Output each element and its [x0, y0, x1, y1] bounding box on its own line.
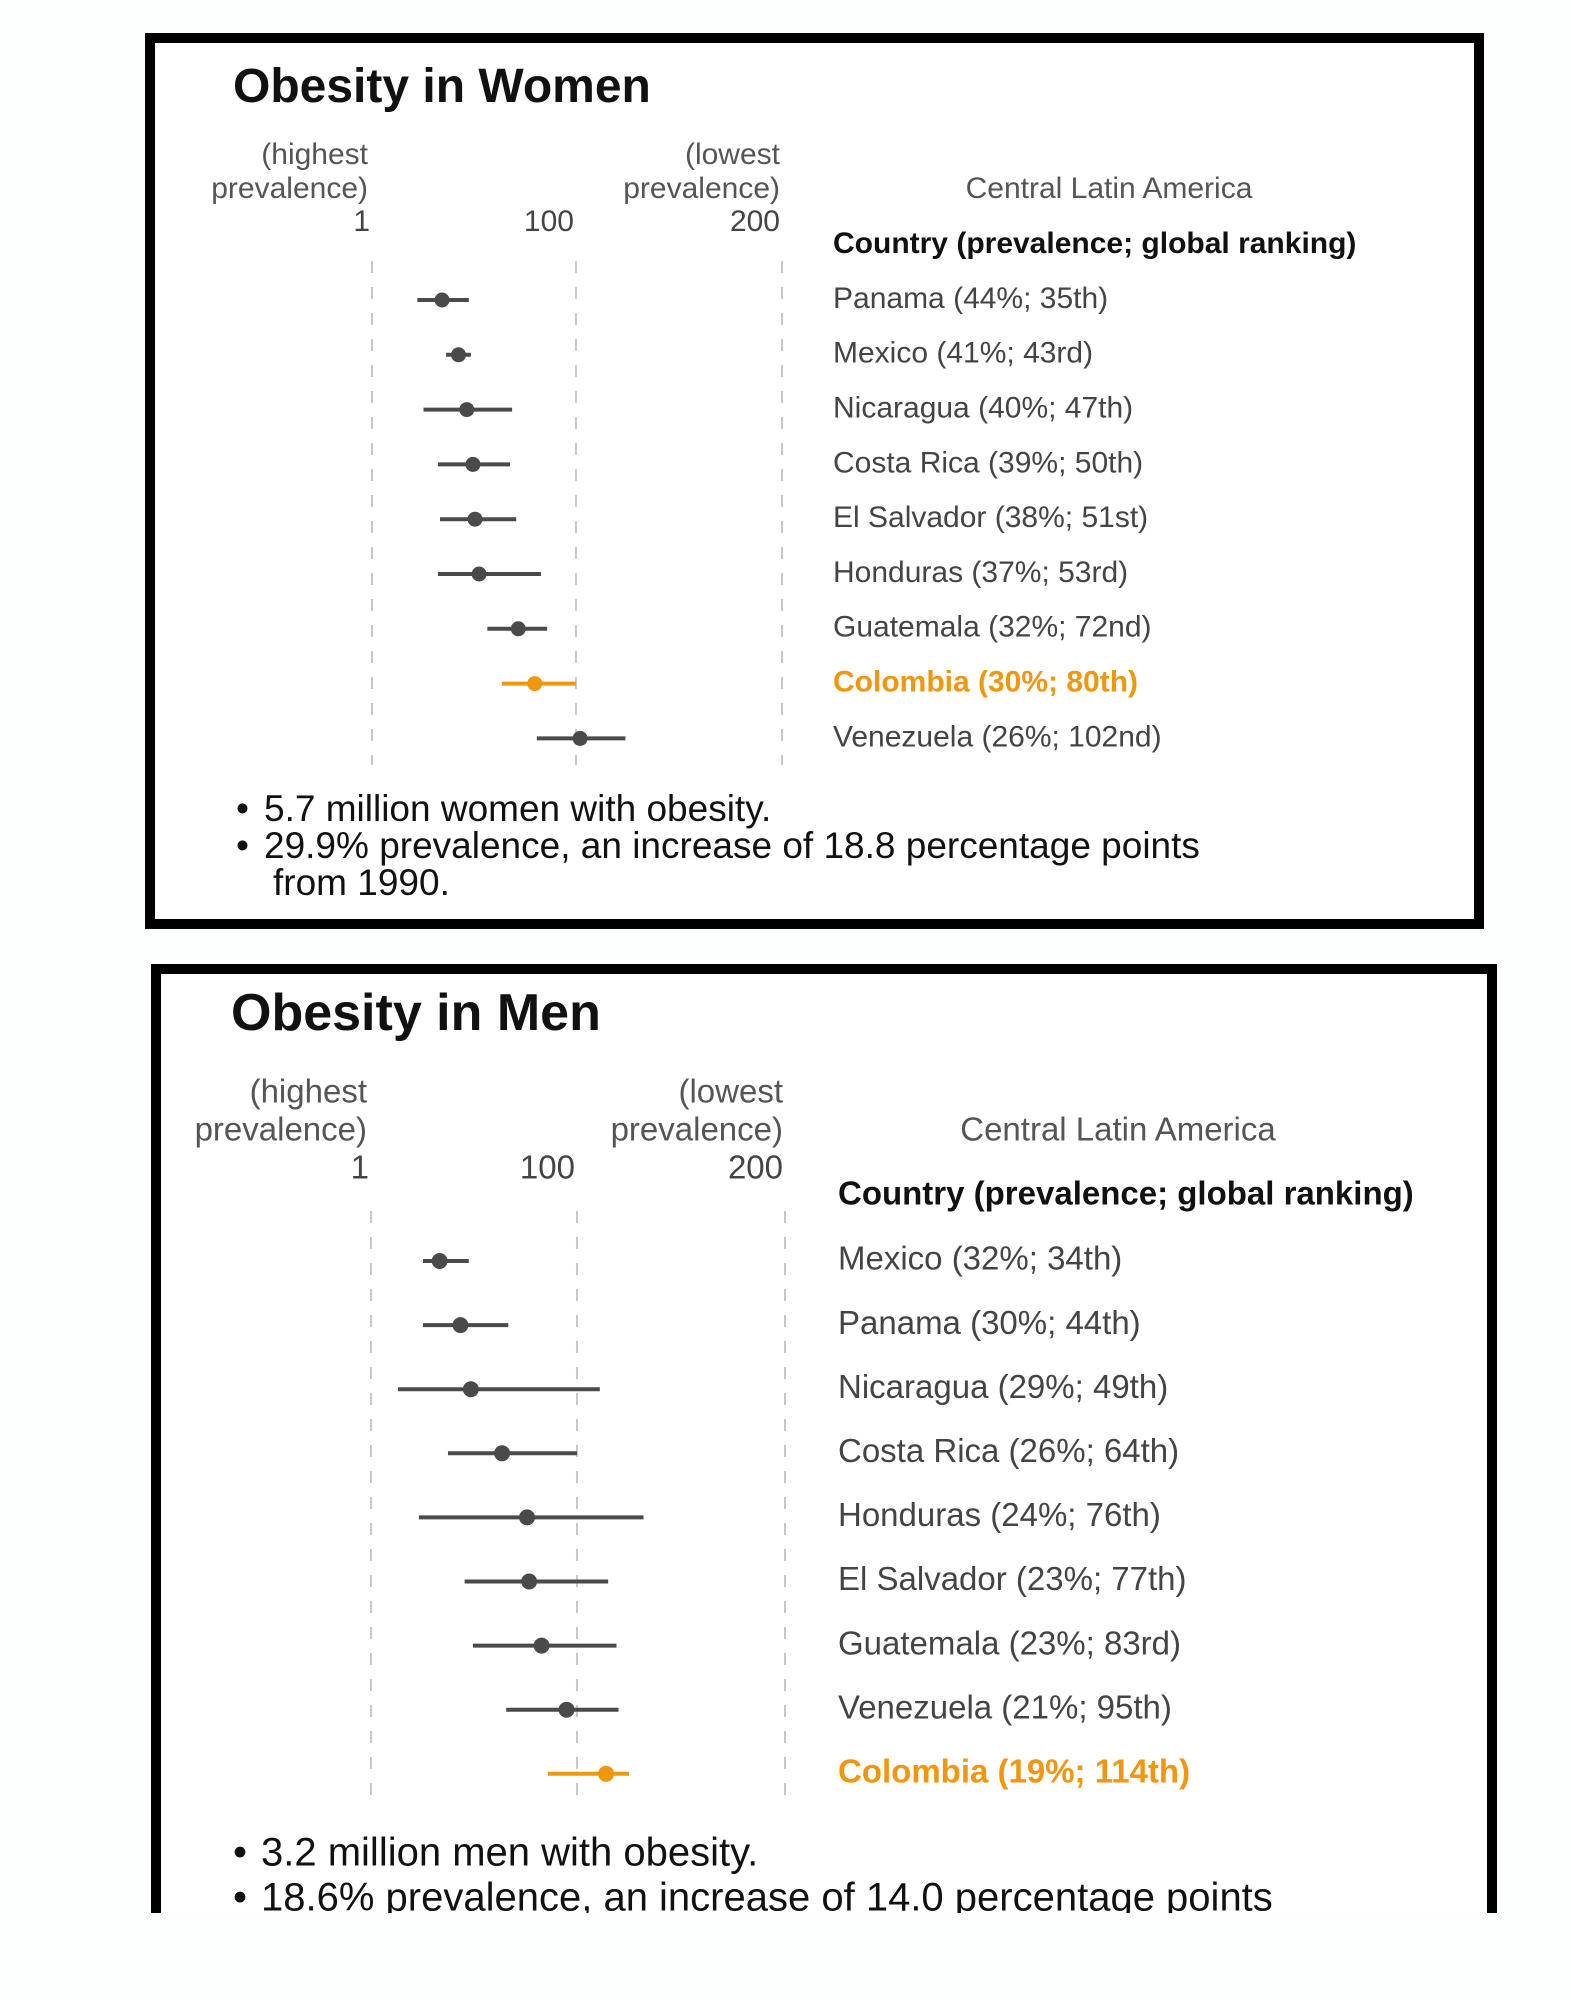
data-point	[462, 1381, 479, 1398]
data-row-mexico: Mexico (32%; 34th)	[423, 1240, 1122, 1277]
row-label: Honduras (24%; 76th)	[838, 1496, 1161, 1533]
data-point	[527, 676, 543, 692]
bullet-icon: •	[233, 1831, 247, 1875]
row-label: Guatemala (32%; 72nd)	[833, 611, 1152, 644]
bullet-text: 3.2 million men with obesity.	[261, 1831, 758, 1875]
axis-tick-label: 100	[524, 205, 574, 238]
axis-left-label: prevalence)	[211, 172, 368, 205]
region-label: Central Latin America	[960, 1111, 1276, 1148]
data-point	[465, 456, 481, 472]
bullet-text: 5.7 million women with obesity.	[264, 788, 771, 829]
row-label: Costa Rica (26%; 64th)	[838, 1432, 1179, 1469]
bullet-icon: •	[233, 1876, 247, 1920]
chart-title: Obesity in Men	[231, 984, 601, 1042]
data-point	[521, 1573, 538, 1590]
bullet-text: from 1990.	[273, 862, 450, 903]
axis-tick-label: 100	[520, 1149, 575, 1186]
data-row-panama: Panama (44%; 35th)	[417, 282, 1108, 315]
data-point	[519, 1509, 536, 1526]
panel-border	[151, 964, 1497, 1913]
women-panel: Obesity in Women(highestprevalence)(lowe…	[145, 33, 1484, 929]
data-row-colombia: Colombia (30%; 80th)	[501, 666, 1138, 699]
data-row-mexico: Mexico (41%; 43rd)	[446, 337, 1093, 370]
data-row-venezuela: Venezuela (21%; 95th)	[506, 1688, 1172, 1725]
row-label: Nicaragua (40%; 47th)	[833, 392, 1133, 425]
axis-tick-label: 200	[730, 205, 780, 238]
data-point	[533, 1637, 550, 1654]
row-label: El Salvador (38%; 51st)	[833, 501, 1148, 534]
data-point	[471, 566, 487, 582]
row-label: Venezuela (21%; 95th)	[838, 1688, 1172, 1725]
axis-left-label: (highest	[250, 1073, 367, 1110]
men-panel: Obesity in Men(highestprevalence)(lowest…	[151, 964, 1497, 1920]
row-label: Panama (30%; 44th)	[838, 1304, 1141, 1341]
row-label: Colombia (19%; 114th)	[838, 1753, 1190, 1790]
axis-tick-label: 1	[351, 1149, 369, 1186]
data-row-el-salvador: El Salvador (23%; 77th)	[464, 1560, 1187, 1597]
data-point	[494, 1445, 511, 1462]
data-point	[451, 347, 467, 363]
bullet-text: 29.9% prevalence, an increase of 18.8 pe…	[264, 825, 1200, 866]
data-row-nicaragua: Nicaragua (29%; 49th)	[398, 1368, 1168, 1405]
data-point	[467, 511, 483, 527]
axis-right-label: (lowest	[685, 138, 781, 171]
data-point	[598, 1765, 615, 1782]
data-row-honduras: Honduras (24%; 76th)	[418, 1496, 1161, 1533]
data-row-colombia: Colombia (19%; 114th)	[547, 1753, 1190, 1790]
axis-left-label: (highest	[261, 138, 368, 171]
bullet-icon: •	[236, 788, 249, 829]
column-header: Country (prevalence; global ranking)	[838, 1175, 1414, 1212]
data-row-nicaragua: Nicaragua (40%; 47th)	[423, 392, 1133, 425]
row-label: Mexico (32%; 34th)	[838, 1240, 1122, 1277]
column-header: Country (prevalence; global ranking)	[833, 227, 1356, 260]
data-point	[558, 1701, 575, 1718]
data-point	[510, 621, 526, 637]
data-row-costa-rica: Costa Rica (39%; 50th)	[437, 446, 1143, 479]
axis-tick-label: 1	[353, 205, 370, 238]
data-row-venezuela: Venezuela (26%; 102nd)	[536, 720, 1162, 753]
panel-background	[156, 969, 1492, 1913]
row-label: Mexico (41%; 43rd)	[833, 337, 1093, 370]
row-label: Costa Rica (39%; 50th)	[833, 446, 1143, 479]
row-label: Honduras (37%; 53rd)	[833, 556, 1128, 589]
axis-right-label: (lowest	[678, 1073, 783, 1110]
data-row-honduras: Honduras (37%; 53rd)	[437, 556, 1128, 589]
data-point	[459, 402, 475, 418]
data-row-el-salvador: El Salvador (38%; 51st)	[439, 501, 1148, 534]
data-row-guatemala: Guatemala (23%; 83rd)	[472, 1624, 1181, 1661]
data-row-costa-rica: Costa Rica (26%; 64th)	[447, 1432, 1179, 1469]
row-label: El Salvador (23%; 77th)	[838, 1560, 1187, 1597]
chart-title: Obesity in Women	[233, 60, 651, 113]
data-point	[572, 730, 588, 746]
row-label: Venezuela (26%; 102nd)	[833, 720, 1162, 753]
row-label: Guatemala (23%; 83rd)	[838, 1624, 1181, 1661]
row-label: Colombia (30%; 80th)	[833, 666, 1138, 699]
row-label: Panama (44%; 35th)	[833, 282, 1108, 315]
data-point	[434, 292, 450, 308]
axis-left-label: prevalence)	[195, 1111, 367, 1148]
row-label: Nicaragua (29%; 49th)	[838, 1368, 1168, 1405]
axis-tick-label: 200	[728, 1149, 783, 1186]
axis-right-label: prevalence)	[611, 1111, 783, 1148]
data-row-guatemala: Guatemala (32%; 72nd)	[487, 611, 1152, 644]
bullet-text: 18.6% prevalence, an increase of 14.0 pe…	[261, 1876, 1273, 1920]
data-point	[431, 1253, 448, 1269]
region-label: Central Latin America	[966, 172, 1253, 205]
axis-right-label: prevalence)	[623, 172, 780, 205]
bullet-icon: •	[236, 825, 249, 866]
data-row-panama: Panama (30%; 44th)	[423, 1304, 1141, 1341]
data-point	[452, 1317, 469, 1334]
